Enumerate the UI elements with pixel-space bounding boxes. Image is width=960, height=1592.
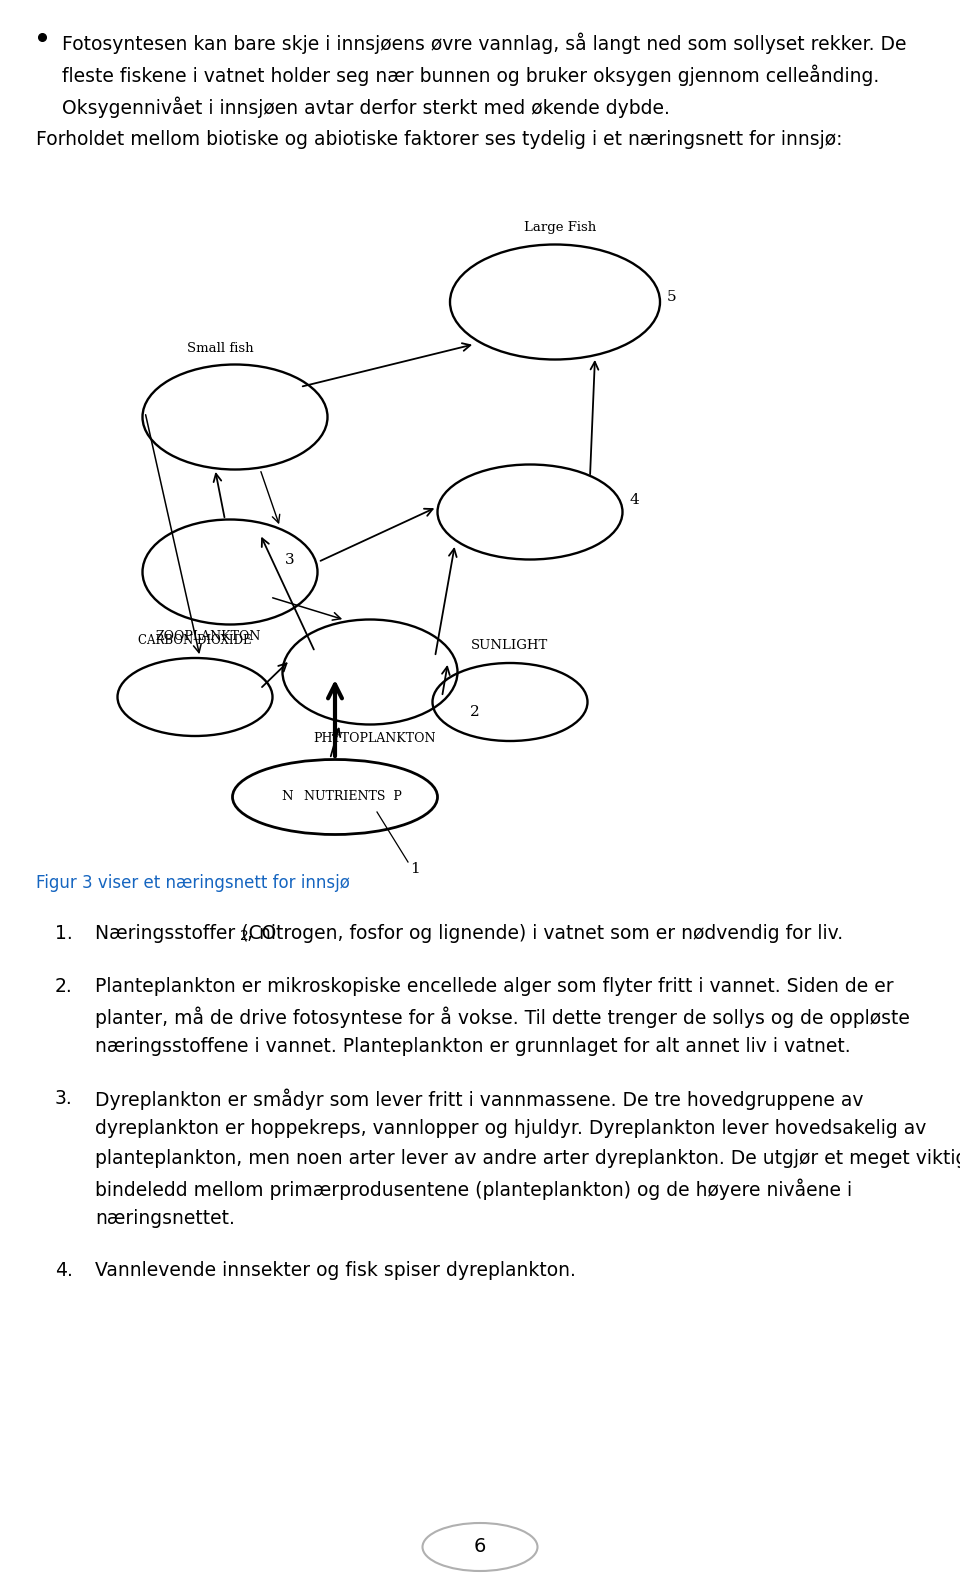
- Text: planter, må de drive fotosyntese for å vokse. Til dette trenger de sollys og de : planter, må de drive fotosyntese for å v…: [95, 1008, 910, 1028]
- Text: planteplankton, men noen arter lever av andre arter dyreplankton. De utgjør et m: planteplankton, men noen arter lever av …: [95, 1149, 960, 1169]
- Text: CARBON DIOXIDE: CARBON DIOXIDE: [138, 634, 252, 646]
- Text: PHYTOPLANKTON: PHYTOPLANKTON: [314, 732, 436, 745]
- Text: 1: 1: [410, 861, 420, 876]
- Text: Planteplankton er mikroskopiske encellede alger som flyter fritt i vannet. Siden: Planteplankton er mikroskopiske encelled…: [95, 977, 894, 997]
- Text: dyreplankton er hoppekreps, vannlopper og hjuldyr. Dyreplankton lever hovedsakel: dyreplankton er hoppekreps, vannlopper o…: [95, 1119, 926, 1138]
- Text: NUTRIENTS  P: NUTRIENTS P: [304, 791, 402, 804]
- Text: N: N: [281, 791, 293, 804]
- Text: Vannlevende innsekter og fisk spiser dyreplankton.: Vannlevende innsekter og fisk spiser dyr…: [95, 1261, 576, 1280]
- Text: 6: 6: [474, 1538, 486, 1557]
- Text: 4: 4: [630, 494, 639, 506]
- Text: 2: 2: [240, 930, 249, 942]
- Text: fleste fiskene i vatnet holder seg nær bunnen og bruker oksygen gjennom celleånd: fleste fiskene i vatnet holder seg nær b…: [62, 65, 879, 86]
- Text: Næringsstoffer (CO: Næringsstoffer (CO: [95, 923, 276, 942]
- Text: 1.: 1.: [55, 923, 73, 942]
- Text: Figur 3 viser et næringsnett for innsjø: Figur 3 viser et næringsnett for innsjø: [36, 874, 349, 892]
- Text: 3.: 3.: [55, 1089, 73, 1108]
- Text: Large Fish: Large Fish: [524, 221, 596, 234]
- Text: Oksygennivået i innsjøen avtar derfor sterkt med økende dybde.: Oksygennivået i innsjøen avtar derfor st…: [62, 97, 670, 118]
- Text: ZOOPLANKTON: ZOOPLANKTON: [155, 630, 260, 643]
- Text: næringsnettet.: næringsnettet.: [95, 1208, 235, 1227]
- Text: Small fish: Small fish: [186, 342, 253, 355]
- Text: SUNLIGHT: SUNLIGHT: [471, 638, 548, 653]
- Text: 5: 5: [667, 290, 677, 304]
- Text: Forholdet mellom biotiske og abiotiske faktorer ses tydelig i et næringsnett for: Forholdet mellom biotiske og abiotiske f…: [36, 131, 843, 150]
- Text: , nitrogen, fosfor og lignende) i vatnet som er nødvendig for liv.: , nitrogen, fosfor og lignende) i vatnet…: [247, 923, 843, 942]
- Text: 3: 3: [285, 552, 295, 567]
- Text: 2: 2: [470, 705, 480, 720]
- Text: 2.: 2.: [55, 977, 73, 997]
- Text: Dyreplankton er smådyr som lever fritt i vannmassene. De tre hovedgruppene av: Dyreplankton er smådyr som lever fritt i…: [95, 1089, 863, 1111]
- Text: 4.: 4.: [55, 1261, 73, 1280]
- Text: næringsstoffene i vannet. Planteplankton er grunnlaget for alt annet liv i vatne: næringsstoffene i vannet. Planteplankton…: [95, 1036, 851, 1055]
- Text: bindeledd mellom primærprodusentene (planteplankton) og de høyere nivåene i: bindeledd mellom primærprodusentene (pla…: [95, 1180, 852, 1200]
- Text: Fotosyntesen kan bare skje i innsjøens øvre vannlag, så langt ned som sollyset r: Fotosyntesen kan bare skje i innsjøens ø…: [62, 33, 906, 54]
